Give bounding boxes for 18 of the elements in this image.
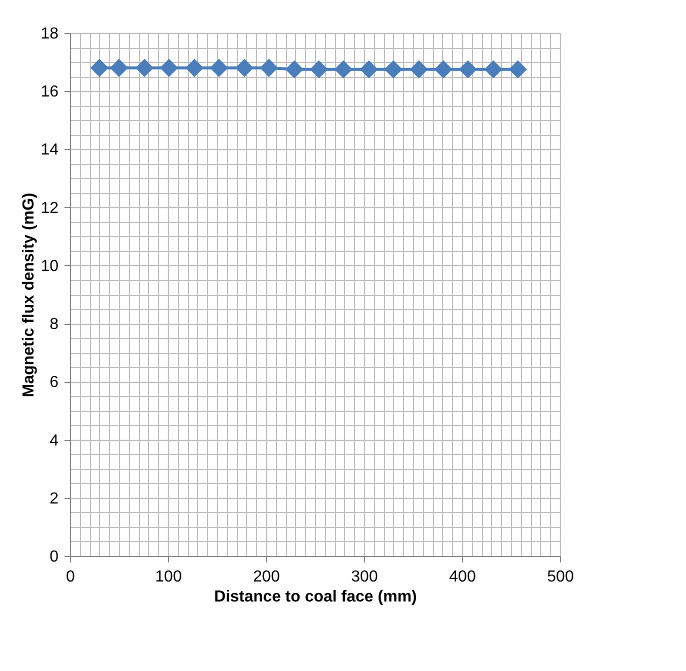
y-tick-label: 18 xyxy=(40,26,59,42)
y-axis-title: Magnetic flux density (mG) xyxy=(20,192,38,398)
x-tick-label: 300 xyxy=(351,568,378,586)
x-tick-label: 200 xyxy=(253,568,280,586)
x-tick-label: 0 xyxy=(66,568,76,586)
x-tick-label: 400 xyxy=(449,568,476,586)
y-tick-label: 14 xyxy=(40,142,59,159)
y-tick-label: 16 xyxy=(40,84,59,101)
y-tick-label: 6 xyxy=(50,374,59,392)
y-tick-label: 4 xyxy=(50,432,59,450)
x-tick-label: 500 xyxy=(547,568,574,586)
x-tick-label: 100 xyxy=(155,568,182,586)
x-axis-title: Distance to coal face (mm) xyxy=(214,588,417,606)
y-tick-label: 8 xyxy=(50,316,59,334)
y-tick-label: 2 xyxy=(50,490,59,508)
y-tick-label: 0 xyxy=(50,548,59,566)
y-tick-label: 10 xyxy=(40,258,59,275)
y-tick-label: 12 xyxy=(40,200,59,217)
